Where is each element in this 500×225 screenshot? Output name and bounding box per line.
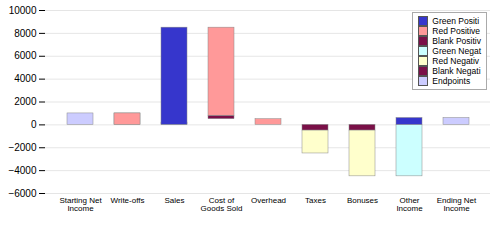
html-text:Endpoints: Endpoints xyxy=(432,76,471,86)
html-text:Blank Positiv: Blank Positiv xyxy=(432,36,481,46)
svg-text:−2000: −2000 xyxy=(8,142,37,153)
svg-text:Sales: Sales xyxy=(164,196,184,205)
svg-text:6000: 6000 xyxy=(14,50,37,61)
svg-text:−4000: −4000 xyxy=(8,165,37,176)
html-text:Red Positive: Red Positive xyxy=(432,26,480,36)
svg-text:Ending NetIncome: Ending NetIncome xyxy=(437,196,477,213)
svg-text:2000: 2000 xyxy=(14,96,37,107)
html-text:Green Positi: Green Positi xyxy=(432,16,480,26)
svg-text:10000: 10000 xyxy=(9,5,37,16)
svg-text:0: 0 xyxy=(31,119,37,130)
svg-text:4000: 4000 xyxy=(14,73,37,84)
svg-text:Write-offs: Write-offs xyxy=(111,196,145,205)
svg-text:Taxes: Taxes xyxy=(305,196,326,205)
svg-text:Overhead: Overhead xyxy=(251,196,286,205)
svg-text:8000: 8000 xyxy=(14,28,37,39)
svg-text:−6000: −6000 xyxy=(8,188,37,199)
svg-text:Starting NetIncome: Starting NetIncome xyxy=(59,196,102,213)
html-text:Green Negat: Green Negat xyxy=(432,46,481,56)
svg-text:Bonuses: Bonuses xyxy=(347,196,378,205)
html-text:Red Negativ: Red Negativ xyxy=(432,56,480,66)
svg-text:OtherIncome: OtherIncome xyxy=(396,196,423,213)
svg-text:Cost ofGoods Sold: Cost ofGoods Sold xyxy=(201,196,243,213)
html-text:Blank Negati: Blank Negati xyxy=(432,66,481,76)
